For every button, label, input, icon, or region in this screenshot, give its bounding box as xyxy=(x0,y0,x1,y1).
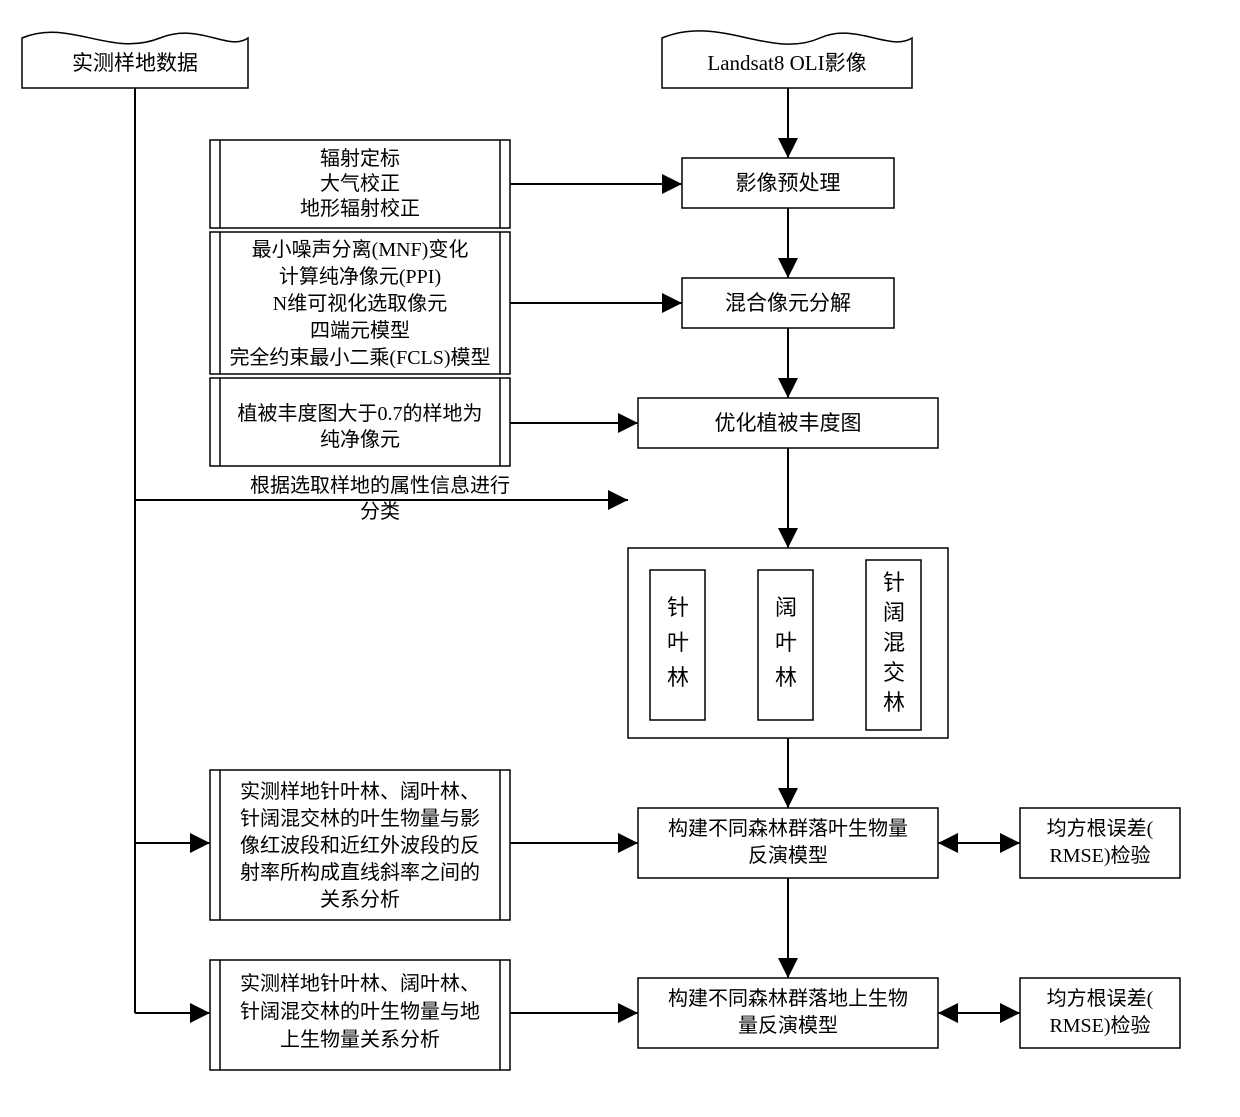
source-field-data: 实测样地数据 xyxy=(22,32,248,88)
svg-text:地形辐射校正: 地形辐射校正 xyxy=(300,197,420,220)
svg-text:阔: 阔 xyxy=(883,600,905,625)
svg-text:RMSE)检验: RMSE)检验 xyxy=(1049,1014,1150,1037)
note-aboveground-biomass-analysis: 实测样地针叶林、阔叶林、 针阔混交林的叶生物量与地 上生物量关系分析 xyxy=(210,960,510,1070)
step-unmixing: 混合像元分解 xyxy=(682,278,894,328)
svg-text:针: 针 xyxy=(883,570,905,595)
svg-text:混合像元分解: 混合像元分解 xyxy=(725,291,851,315)
forest-broadleaf-label: 阔 叶 林 xyxy=(775,595,797,690)
note-pure-pixel: 植被丰度图大于0.7的样地为 纯净像元 xyxy=(210,378,510,466)
svg-text:林: 林 xyxy=(667,665,689,690)
forest-needle-label: 针 叶 林 xyxy=(667,595,689,690)
svg-text:构建不同森林群落地上生物: 构建不同森林群落地上生物 xyxy=(668,987,908,1010)
svg-text:完全约束最小二乘(FCLS)模型: 完全约束最小二乘(FCLS)模型 xyxy=(229,346,490,369)
svg-text:叶: 叶 xyxy=(667,630,689,655)
svg-text:四端元模型: 四端元模型 xyxy=(310,319,410,342)
svg-text:辐射定标: 辐射定标 xyxy=(320,147,400,170)
svg-text:优化植被丰度图: 优化植被丰度图 xyxy=(715,411,862,435)
source-field-data-label: 实测样地数据 xyxy=(72,51,198,75)
svg-text:林: 林 xyxy=(775,665,797,690)
svg-text:林: 林 xyxy=(883,690,905,715)
svg-text:计算纯净像元(PPI): 计算纯净像元(PPI) xyxy=(279,265,441,288)
aboveground-biomass-model: 构建不同森林群落地上生物 量反演模型 xyxy=(638,978,938,1048)
svg-text:像红波段和近红外波段的反: 像红波段和近红外波段的反 xyxy=(240,834,480,857)
svg-text:叶: 叶 xyxy=(775,630,797,655)
svg-text:均方根误差(: 均方根误差( xyxy=(1047,817,1154,840)
source-landsat: Landsat8 OLI影像 xyxy=(662,31,912,88)
step-preprocess: 影像预处理 xyxy=(682,158,894,208)
svg-text:反演模型: 反演模型 xyxy=(748,844,828,867)
svg-text:大气校正: 大气校正 xyxy=(320,172,400,195)
svg-text:RMSE)检验: RMSE)检验 xyxy=(1049,844,1150,867)
note-preprocess-steps: 辐射定标 大气校正 地形辐射校正 xyxy=(210,140,510,228)
svg-text:纯净像元: 纯净像元 xyxy=(320,428,400,451)
step-abundance-map: 优化植被丰度图 xyxy=(638,398,938,448)
note-unmixing-steps: 最小噪声分离(MNF)变化 计算纯净像元(PPI) N维可视化选取像元 四端元模… xyxy=(210,232,510,374)
edge-left-to-forest-label-2: 分类 xyxy=(360,500,400,523)
svg-text:关系分析: 关系分析 xyxy=(320,888,400,911)
forest-mixed-label: 针 阔 混 交 林 xyxy=(883,570,905,715)
svg-text:量反演模型: 量反演模型 xyxy=(738,1014,838,1037)
rmse-check-1: 均方根误差( RMSE)检验 xyxy=(1020,808,1180,878)
svg-text:影像预处理: 影像预处理 xyxy=(736,171,841,195)
svg-text:针: 针 xyxy=(667,595,689,620)
svg-text:最小噪声分离(MNF)变化: 最小噪声分离(MNF)变化 xyxy=(252,238,469,261)
svg-text:射率所构成直线斜率之间的: 射率所构成直线斜率之间的 xyxy=(240,861,480,884)
svg-text:阔: 阔 xyxy=(775,595,797,620)
svg-text:N维可视化选取像元: N维可视化选取像元 xyxy=(273,292,447,315)
note-leaf-biomass-analysis: 实测样地针叶林、阔叶林、 针阔混交林的叶生物量与影 像红波段和近红外波段的反 射… xyxy=(210,770,510,920)
source-landsat-label: Landsat8 OLI影像 xyxy=(707,51,866,75)
svg-text:针阔混交林的叶生物量与影: 针阔混交林的叶生物量与影 xyxy=(240,807,480,830)
svg-text:针阔混交林的叶生物量与地: 针阔混交林的叶生物量与地 xyxy=(240,1000,480,1023)
svg-text:构建不同森林群落叶生物量: 构建不同森林群落叶生物量 xyxy=(668,817,908,840)
svg-text:上生物量关系分析: 上生物量关系分析 xyxy=(280,1028,440,1051)
svg-text:均方根误差(: 均方根误差( xyxy=(1047,987,1154,1010)
svg-text:交: 交 xyxy=(883,660,905,685)
rmse-check-2: 均方根误差( RMSE)检验 xyxy=(1020,978,1180,1048)
svg-text:实测样地针叶林、阔叶林、: 实测样地针叶林、阔叶林、 xyxy=(240,972,480,995)
leaf-biomass-model: 构建不同森林群落叶生物量 反演模型 xyxy=(638,808,938,878)
svg-text:植被丰度图大于0.7的样地为: 植被丰度图大于0.7的样地为 xyxy=(238,402,483,425)
svg-text:实测样地针叶林、阔叶林、: 实测样地针叶林、阔叶林、 xyxy=(240,780,480,803)
svg-text:混: 混 xyxy=(883,630,905,655)
edge-left-to-forest-label-1: 根据选取样地的属性信息进行 xyxy=(250,474,510,497)
